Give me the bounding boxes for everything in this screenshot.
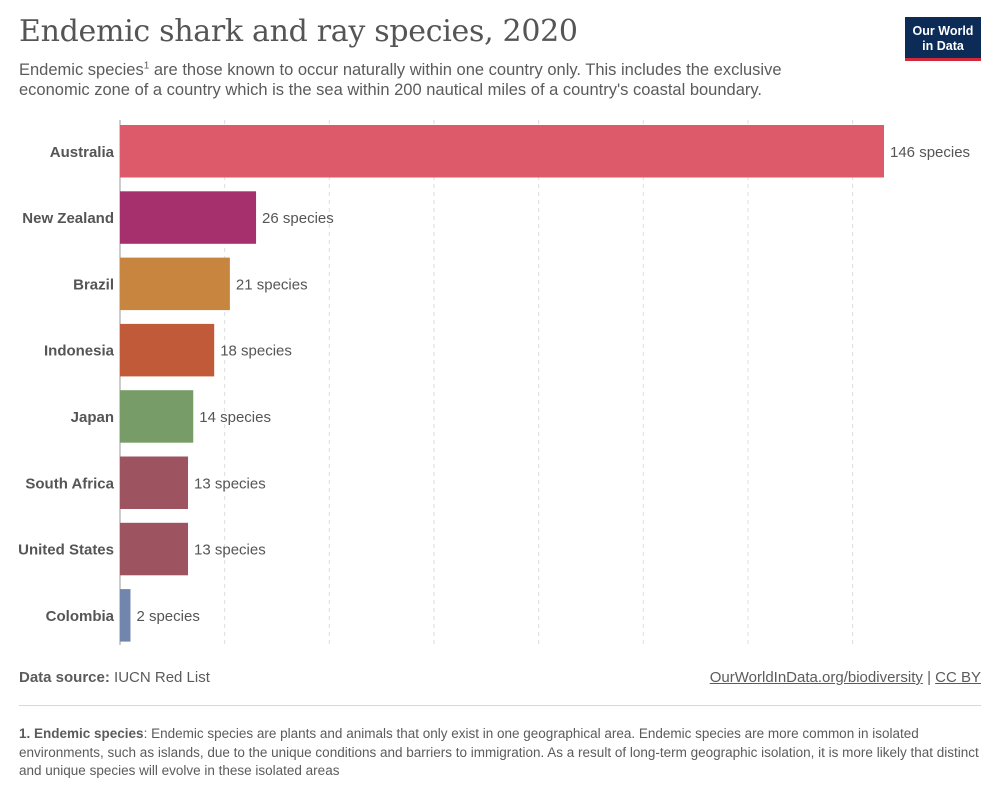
data-source: Data source: IUCN Red List bbox=[19, 669, 210, 686]
value-label: 13 species bbox=[194, 475, 266, 492]
chart-subtitle: Endemic species1 are those known to occu… bbox=[19, 60, 819, 100]
link-separator: | bbox=[922, 669, 936, 686]
logo-line-2: in Data bbox=[922, 39, 964, 53]
bar-australia[interactable] bbox=[120, 125, 884, 178]
category-label: Australia bbox=[50, 144, 115, 161]
logo-line-1: Our World bbox=[912, 24, 974, 38]
bar-new-zealand[interactable] bbox=[120, 191, 257, 244]
bar-united-states[interactable] bbox=[120, 522, 189, 576]
category-label: Colombia bbox=[46, 608, 115, 625]
footnote-ref[interactable]: 1 bbox=[143, 60, 150, 72]
category-label: South Africa bbox=[25, 475, 114, 492]
bar-south-africa[interactable] bbox=[120, 456, 189, 510]
license-link[interactable]: CC BY bbox=[935, 669, 981, 686]
bar-brazil[interactable] bbox=[120, 257, 230, 311]
value-label: 2 species bbox=[136, 608, 199, 625]
source-link[interactable]: OurWorldInData.org/biodiversity bbox=[709, 669, 923, 686]
bar-japan[interactable] bbox=[120, 390, 194, 443]
owid-logo[interactable]: Our World in Data bbox=[905, 17, 981, 61]
value-label: 21 species bbox=[236, 276, 308, 293]
bar-chart: Australia 146 species New Zealand 26 specie… bbox=[18, 120, 970, 645]
category-label: Brazil bbox=[73, 276, 114, 293]
bar-colombia[interactable] bbox=[120, 589, 131, 642]
source-label: Data source: bbox=[19, 669, 110, 686]
footnote-term: 1. Endemic species bbox=[19, 726, 144, 741]
chart-title: Endemic shark and ray species, 2020 bbox=[19, 14, 578, 49]
footnote-text: : Endemic species are plants and animals… bbox=[19, 726, 979, 778]
category-label: New Zealand bbox=[22, 210, 114, 227]
footer-links: OurWorldInData.org/biodiversity | CC BY bbox=[710, 669, 981, 686]
value-label: 18 species bbox=[220, 343, 292, 360]
value-label: 14 species bbox=[199, 409, 271, 426]
subtitle-text: are those known to occur naturally withi… bbox=[19, 61, 782, 99]
category-label: Japan bbox=[71, 409, 114, 426]
value-label: 26 species bbox=[262, 210, 334, 227]
source-value: IUCN Red List bbox=[109, 669, 210, 686]
category-label: United States bbox=[18, 542, 114, 559]
bar-indonesia[interactable] bbox=[120, 323, 215, 377]
subtitle-term: Endemic species bbox=[19, 61, 144, 79]
value-label: 13 species bbox=[194, 542, 266, 559]
footer-divider bbox=[19, 705, 981, 706]
value-label: 146 species bbox=[890, 144, 970, 161]
footnote: 1. Endemic species: Endemic species are … bbox=[19, 725, 979, 781]
category-label: Indonesia bbox=[44, 343, 115, 360]
